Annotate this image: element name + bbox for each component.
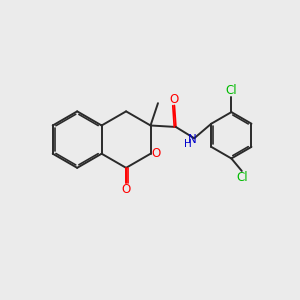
Text: O: O — [122, 183, 131, 196]
Text: N: N — [188, 133, 197, 146]
Text: Cl: Cl — [226, 84, 237, 97]
Text: O: O — [170, 93, 179, 106]
Text: H: H — [184, 139, 192, 149]
Text: Cl: Cl — [237, 171, 248, 184]
Text: O: O — [151, 147, 160, 160]
